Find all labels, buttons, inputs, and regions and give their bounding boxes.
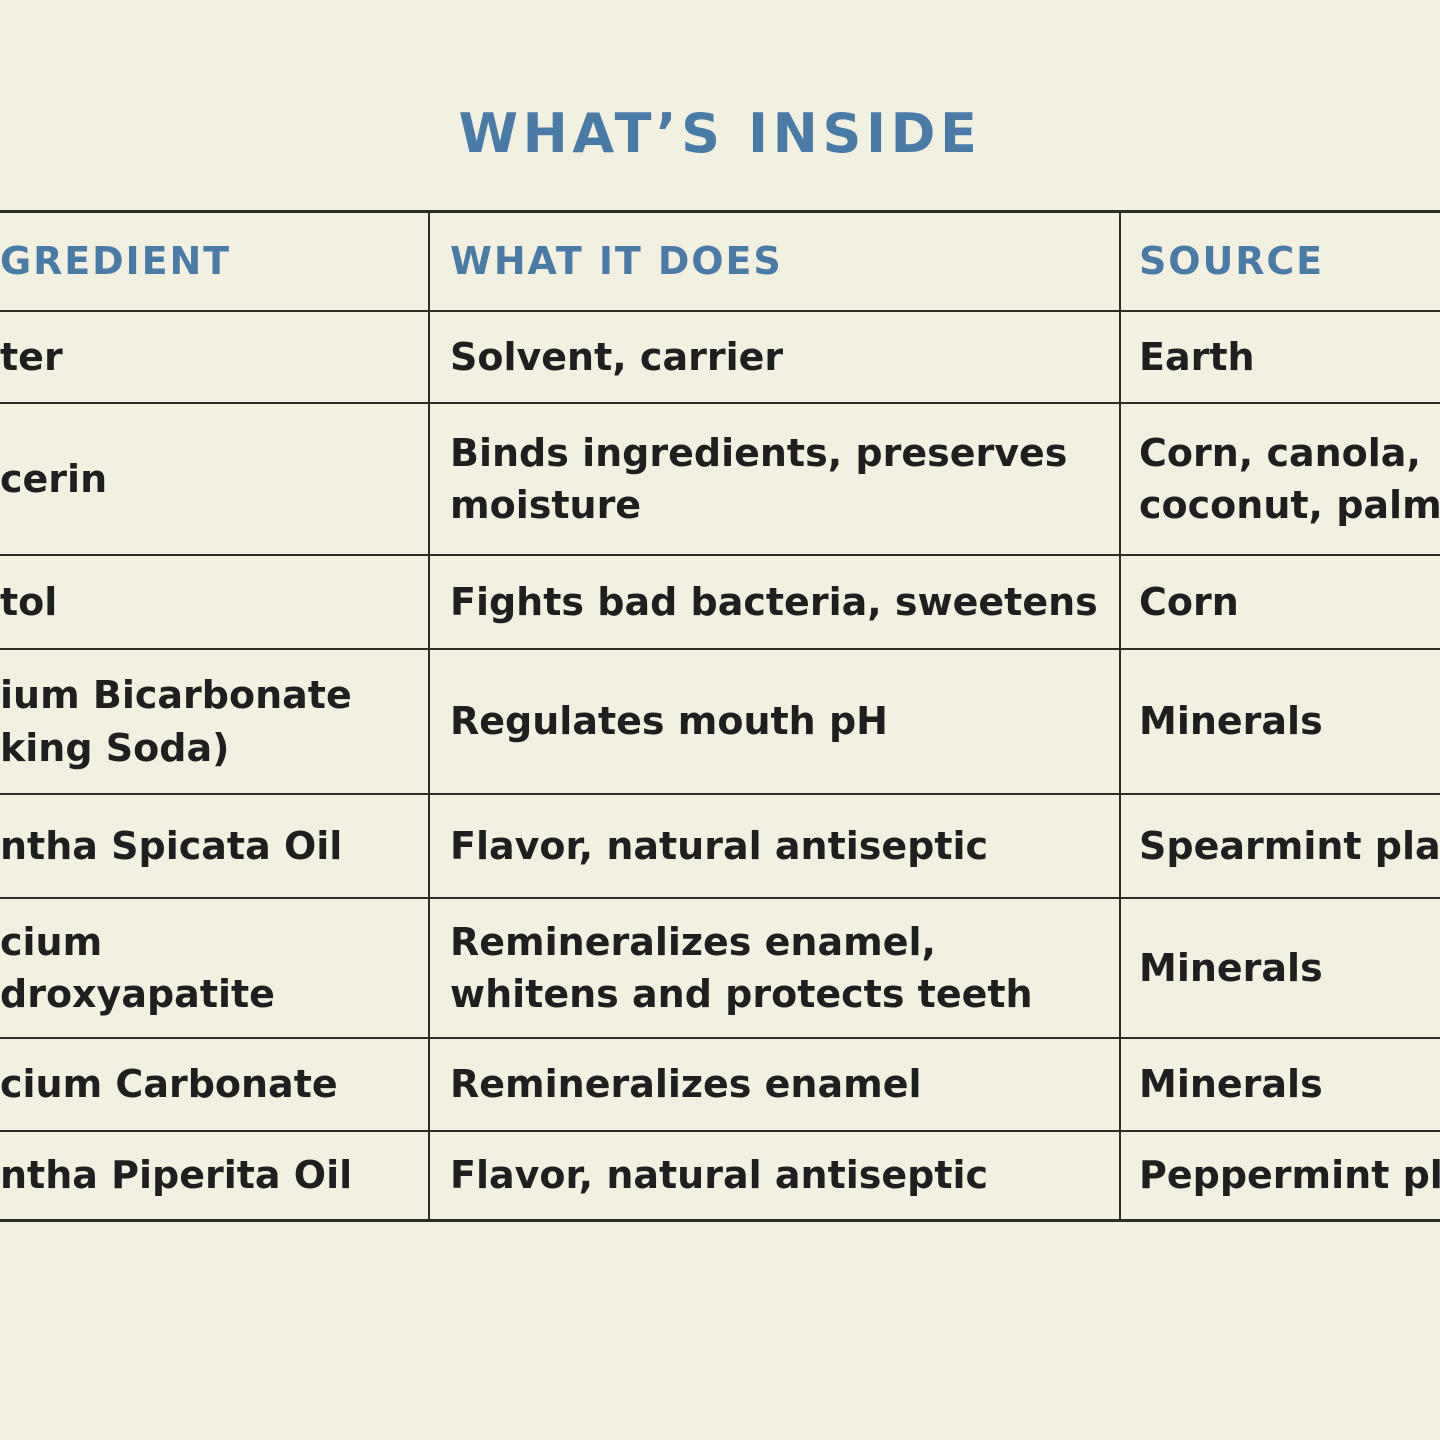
table-row: tol Fights bad bacteria, sweetens Corn [0,556,1440,650]
what-it-does-text: Regulates mouth pH [450,699,888,744]
ingredient-text: ntha Spicata Oil [0,823,343,868]
ingredient-cell: ntha Spicata Oil [0,795,430,897]
table-row: ntha Spicata Oil Flavor, natural antisep… [0,795,1440,899]
source-text: Corn [1139,579,1239,624]
ingredient-cell: ntha Piperita Oil [0,1132,430,1219]
table-row: ter Solvent, carrier Earth [0,312,1440,404]
what-it-does-cell: Regulates mouth pH [430,650,1121,793]
page-title: WHAT’S INSIDE [458,102,982,165]
source-cell: Peppermint pl [1121,1132,1440,1219]
table-row: cium Carbonate Remineralizes enamel Mine… [0,1039,1440,1132]
what-it-does-cell: Remineralizes enamel, whitens and protec… [430,899,1121,1037]
ingredient-text: cium droxyapatite [0,919,275,1016]
ingredient-text: ter [0,334,63,379]
ingredient-text: cerin [0,456,108,501]
what-it-does-text: Flavor, natural antiseptic [450,823,989,868]
what-it-does-cell: Fights bad bacteria, sweetens [430,556,1121,648]
header-label-what-it-does: WHAT IT DOES [450,239,783,284]
what-it-does-text: Binds ingredients, preserves moisture [450,430,1068,527]
source-cell: Minerals [1121,1039,1440,1130]
header-cell-source: SOURCE [1121,213,1440,310]
source-text: Peppermint pl [1139,1153,1440,1198]
header-cell-ingredient: GREDIENT [0,213,430,310]
source-text: Earth [1139,334,1255,379]
ingredient-cell: ium Bicarbonate king Soda) [0,650,430,793]
source-text: Minerals [1139,945,1323,990]
what-it-does-text: Fights bad bacteria, sweetens [450,579,1098,624]
header-cell-what-it-does: WHAT IT DOES [430,213,1121,310]
ingredient-cell: cium Carbonate [0,1039,430,1130]
table-header-row: GREDIENT WHAT IT DOES SOURCE [0,210,1440,312]
what-it-does-text: Remineralizes enamel, whitens and protec… [450,919,1033,1016]
what-it-does-text: Flavor, natural antiseptic [450,1153,989,1198]
header-label-ingredient: GREDIENT [0,239,231,284]
source-cell: Minerals [1121,899,1440,1037]
ingredient-text: ntha Piperita Oil [0,1153,353,1198]
what-it-does-cell: Flavor, natural antiseptic [430,1132,1121,1219]
source-text: Corn, canola, coconut, palm [1139,430,1440,527]
ingredients-table: GREDIENT WHAT IT DOES SOURCE ter Solvent… [0,210,1440,1222]
what-it-does-cell: Binds ingredients, preserves moisture [430,404,1121,554]
table-row: ium Bicarbonate king Soda) Regulates mou… [0,650,1440,795]
source-cell: Corn [1121,556,1440,648]
source-text: Minerals [1139,699,1323,744]
header-label-source: SOURCE [1139,239,1325,284]
what-it-does-cell: Solvent, carrier [430,312,1121,402]
ingredient-cell: tol [0,556,430,648]
what-it-does-cell: Remineralizes enamel [430,1039,1121,1130]
source-cell: Earth [1121,312,1440,402]
source-text: Minerals [1139,1062,1323,1107]
what-it-does-text: Solvent, carrier [450,334,784,379]
ingredient-cell: cium droxyapatite [0,899,430,1037]
source-cell: Corn, canola, coconut, palm [1121,404,1440,554]
source-text: Spearmint plan [1139,823,1440,868]
ingredient-text: tol [0,579,58,624]
ingredient-text: cium Carbonate [0,1062,338,1107]
table-row: cium droxyapatite Remineralizes enamel, … [0,899,1440,1039]
ingredient-cell: ter [0,312,430,402]
table-row: cerin Binds ingredients, preserves moist… [0,404,1440,556]
what-it-does-text: Remineralizes enamel [450,1062,922,1107]
source-cell: Spearmint plan [1121,795,1440,897]
ingredient-cell: cerin [0,404,430,554]
table-row: ntha Piperita Oil Flavor, natural antise… [0,1132,1440,1222]
ingredient-text: ium Bicarbonate king Soda) [0,673,352,770]
what-it-does-cell: Flavor, natural antiseptic [430,795,1121,897]
source-cell: Minerals [1121,650,1440,793]
